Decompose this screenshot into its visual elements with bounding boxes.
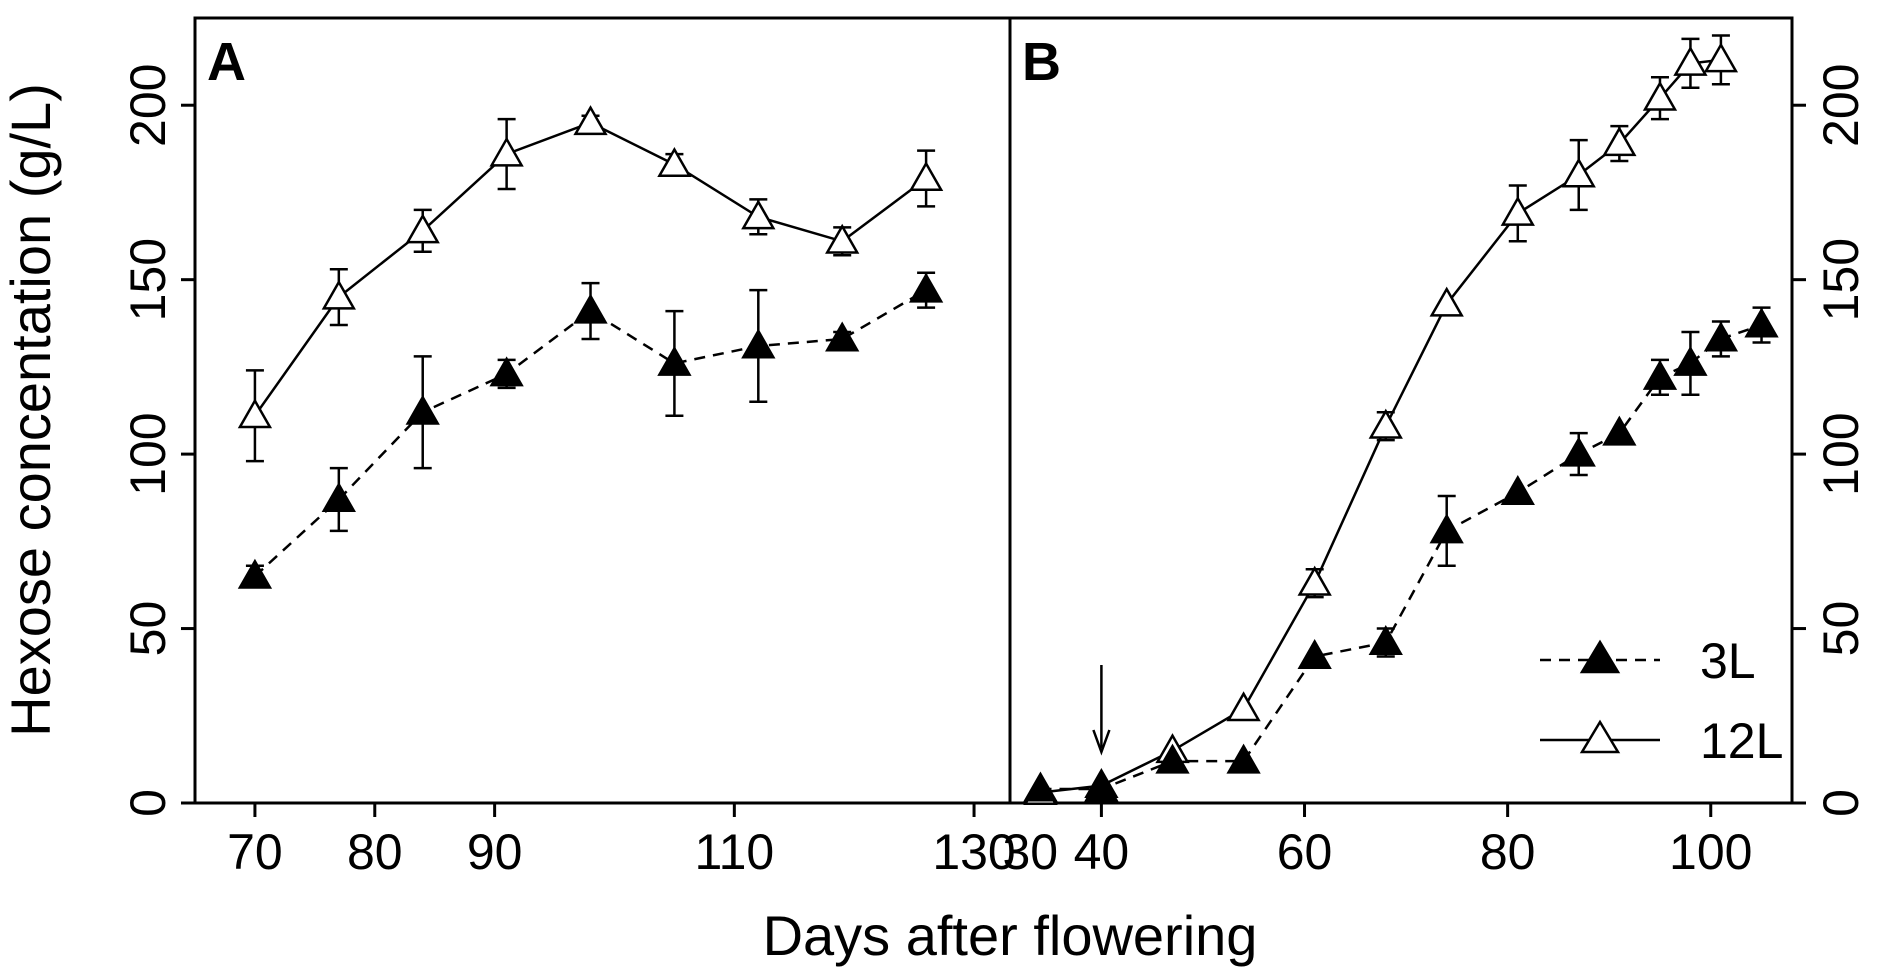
panel-a-3l-point — [825, 321, 860, 352]
panel-b-3l-point — [1673, 345, 1708, 376]
legend-3l-marker — [1579, 639, 1621, 674]
panel-a-y-tick-label: 200 — [120, 64, 176, 147]
panel-b-12l-point — [1642, 80, 1678, 111]
panel-b-y-tick-label: 150 — [1813, 238, 1869, 321]
panel-a-x-tick-label: 70 — [227, 824, 283, 880]
panel-b-12l-point — [1561, 157, 1596, 188]
panel-a-12l-point — [321, 279, 356, 310]
panel-b-series-3l-line — [1040, 323, 1762, 791]
panel-a-12l-point — [908, 160, 944, 191]
panel-b-y-tick-label: 100 — [1813, 412, 1869, 495]
panel-b-label: B — [1022, 32, 1061, 92]
data-markers — [237, 42, 1779, 806]
panel-a-x-tick-label: 110 — [694, 824, 774, 880]
panel-b-3l-point — [1155, 743, 1190, 774]
panel-b-3l-point — [1561, 436, 1596, 467]
panel-a-12l-point — [489, 136, 524, 167]
panel-a-y-tick-label: 0 — [120, 789, 176, 817]
legend-3l-label: 3L — [1700, 633, 1756, 689]
panel-a-series-3l-line — [254, 289, 927, 578]
panel-a-y-tick-label: 150 — [120, 238, 176, 321]
panel-b-y-tick-label: 0 — [1813, 789, 1869, 817]
panel-b-12l-point — [1602, 126, 1637, 157]
panel-b-3l-point — [1084, 771, 1119, 802]
series-lines — [253, 58, 1762, 794]
panel-b-12l-point — [1297, 565, 1332, 596]
panel-b-3l-point — [1226, 743, 1261, 774]
panel-b-x-tick-label: 40 — [1074, 824, 1130, 880]
panel-b-12l-point — [1703, 42, 1739, 73]
panel-b-y-tick-label: 50 — [1813, 601, 1869, 657]
panel-b-3l-point — [1642, 359, 1678, 390]
panel-a-x-tick-label: 130 — [932, 824, 1015, 880]
panel-a-3l-point — [908, 272, 944, 303]
panel-a-12l-point — [825, 223, 860, 254]
panel-b-3l-point — [1500, 474, 1535, 505]
panel-b-x-tick-label: 100 — [1669, 824, 1752, 880]
error-bars — [245, 34, 1771, 658]
panel-a-12l-point — [405, 213, 440, 244]
panel-b-x-tick-label: 60 — [1277, 824, 1333, 880]
panel-a-12l-point — [237, 398, 273, 429]
panel-a-label: A — [207, 32, 246, 92]
panel-b-12l-point — [1500, 195, 1535, 226]
panel-b-12l-point — [1226, 691, 1261, 722]
panel-a-3l-point — [573, 293, 608, 324]
y-axis-title: Hexose concentation (g/L) — [0, 83, 62, 737]
panel-a-12l-point — [657, 147, 692, 178]
legend-entry-3l: 3L — [1540, 633, 1756, 689]
panel-a-12l-point — [741, 199, 776, 230]
panel-frames — [193, 16, 1794, 805]
panel-a-frame — [193, 16, 1012, 805]
panel-a-x-tick-label: 80 — [347, 824, 403, 880]
legend-12l-marker — [1579, 719, 1621, 754]
panel-a-3l-point — [321, 481, 356, 512]
panel-b-3l-point — [1023, 771, 1058, 802]
panel-a-y-tick-label: 100 — [120, 412, 176, 495]
panel-a-series-12l-line — [253, 121, 927, 417]
panel-b-12l-point — [1673, 45, 1708, 76]
panel-b-3l-point — [1703, 321, 1739, 352]
panel-b-3l-point — [1602, 415, 1637, 446]
axis-ticks — [181, 103, 1806, 817]
arrow-annotation — [1092, 665, 1111, 756]
chart-text: 70 80 90 110 130 0 50 100 150 200 A 40 60 80 100 30 0 50 1… — [0, 32, 1869, 967]
panel-a-3l-point — [489, 356, 524, 387]
panel-a-3l-point — [657, 345, 692, 376]
legend-entry-12l: 12L — [1540, 713, 1783, 769]
panel-b-x-tick-label: 30 — [1002, 824, 1058, 880]
panel-b-12l-point — [1368, 408, 1403, 439]
panel-b-3l-point — [1368, 624, 1403, 656]
panel-a-x-tick-label: 90 — [467, 824, 523, 880]
panel-a-3l-point — [237, 558, 273, 589]
panel-b-3l-point — [1744, 307, 1779, 338]
panel-a-3l-point — [741, 328, 776, 359]
panel-a-y-tick-label: 50 — [120, 601, 176, 657]
panel-b-12l-point — [1429, 286, 1464, 317]
x-axis-title: Days after flowering — [763, 904, 1258, 967]
panel-b-3l-point — [1297, 638, 1332, 669]
legend-12l-label: 12L — [1700, 713, 1783, 769]
panel-b-y-tick-label: 200 — [1813, 64, 1869, 147]
panel-b-x-tick-label: 80 — [1480, 824, 1536, 880]
panel-b-frame — [1008, 16, 1794, 805]
panel-b-3l-point — [1429, 513, 1464, 544]
panel-a-12l-point — [573, 105, 608, 136]
panel-a-3l-point — [405, 394, 440, 425]
